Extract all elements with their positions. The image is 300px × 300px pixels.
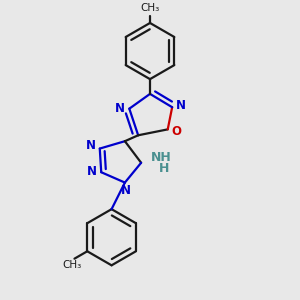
Text: O: O — [171, 125, 181, 138]
Text: N: N — [122, 184, 131, 197]
Text: H: H — [159, 162, 169, 175]
Text: CH₃: CH₃ — [62, 260, 81, 270]
Text: N: N — [176, 99, 186, 112]
Text: CH₃: CH₃ — [140, 3, 160, 13]
Text: N: N — [115, 102, 125, 115]
Text: NH: NH — [151, 151, 172, 164]
Text: N: N — [86, 139, 96, 152]
Text: N: N — [87, 165, 97, 178]
